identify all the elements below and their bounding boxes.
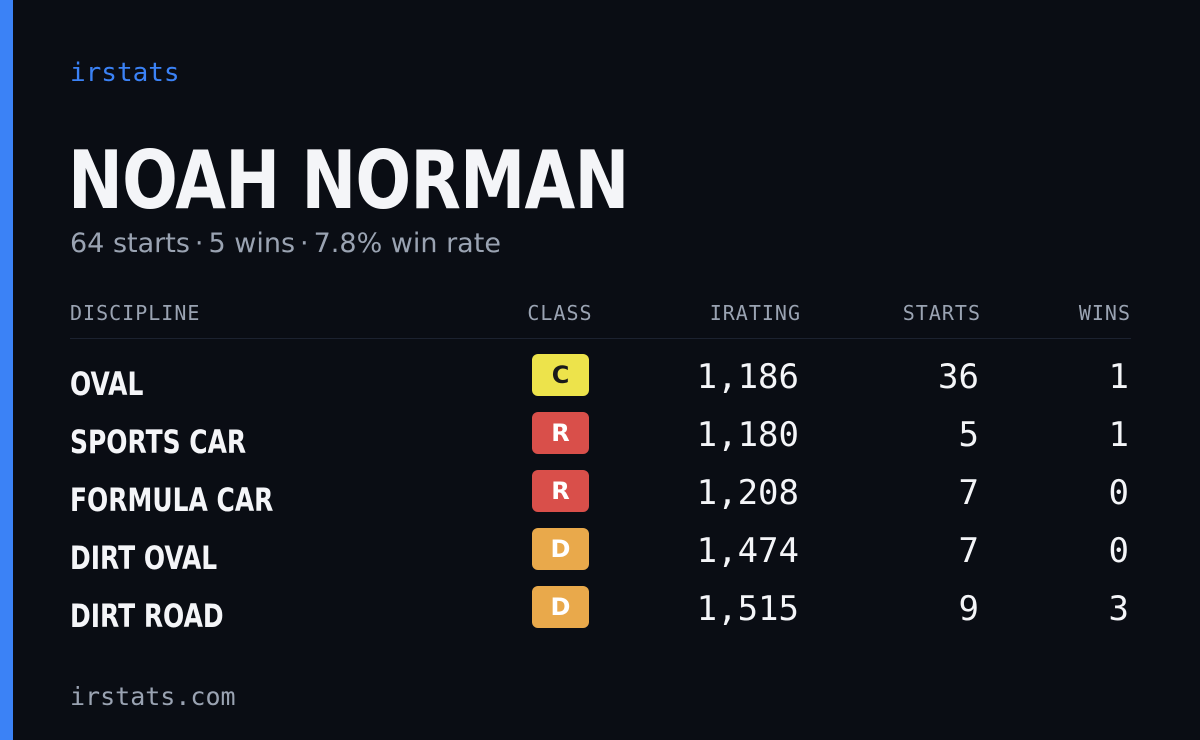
discipline-name: DIRT OVAL: [70, 539, 218, 577]
irating-value: 1,474: [696, 531, 799, 571]
table-row: OVAL C 1,186 36 1: [70, 348, 1131, 406]
starts-value: 7: [958, 473, 979, 513]
discipline-name: SPORTS CAR: [70, 423, 247, 461]
wins-value: 0: [1108, 531, 1129, 571]
footer-site-url: irstats.com: [70, 682, 236, 711]
license-class-badge: R: [532, 412, 589, 454]
summary-separator: ·: [300, 228, 309, 259]
discipline-name: FORMULA CAR: [70, 481, 274, 519]
summary-win-rate: 7.8% win rate: [313, 228, 501, 259]
table-row: DIRT OVAL D 1,474 7 0: [70, 522, 1131, 580]
column-header-irating: IRATING: [709, 301, 801, 325]
summary-starts: 64 starts: [70, 228, 190, 259]
wins-value: 1: [1108, 415, 1129, 455]
starts-value: 36: [938, 357, 979, 397]
wins-value: 0: [1108, 473, 1129, 513]
license-class-badge: C: [532, 354, 589, 396]
starts-value: 9: [958, 589, 979, 629]
player-summary: 64 starts · 5 wins · 7.8% win rate: [70, 226, 501, 262]
table-row: SPORTS CAR R 1,180 5 1: [70, 406, 1131, 464]
license-class-badge: D: [532, 528, 589, 570]
summary-separator: ·: [194, 228, 204, 259]
accent-bar: [0, 0, 13, 740]
irating-value: 1,515: [696, 589, 799, 629]
table-row: FORMULA CAR R 1,208 7 0: [70, 464, 1131, 522]
column-header-wins: WINS: [1078, 301, 1131, 325]
irating-value: 1,180: [696, 415, 799, 455]
summary-wins: 5 wins: [208, 228, 296, 259]
irating-value: 1,186: [696, 357, 799, 397]
irating-value: 1,208: [696, 473, 799, 513]
starts-value: 7: [958, 531, 979, 571]
starts-value: 5: [958, 415, 979, 455]
column-header-class: CLASS: [527, 301, 593, 325]
brand-logo: irstats: [70, 58, 180, 88]
wins-value: 3: [1108, 589, 1129, 629]
stats-table-body: OVAL C 1,186 36 1 SPORTS CAR R 1,180 5 1…: [70, 348, 1131, 638]
discipline-name: DIRT ROAD: [70, 597, 224, 635]
column-header-starts: STARTS: [902, 301, 981, 325]
table-header: DISCIPLINE CLASS IRATING STARTS WINS: [70, 300, 1131, 339]
player-name: NOAH NORMAN: [68, 134, 629, 227]
discipline-name: OVAL: [70, 365, 144, 403]
table-row: DIRT ROAD D 1,515 9 3: [70, 580, 1131, 638]
column-header-discipline: DISCIPLINE: [70, 301, 201, 325]
wins-value: 1: [1108, 357, 1129, 397]
license-class-badge: D: [532, 586, 589, 628]
license-class-badge: R: [532, 470, 589, 512]
